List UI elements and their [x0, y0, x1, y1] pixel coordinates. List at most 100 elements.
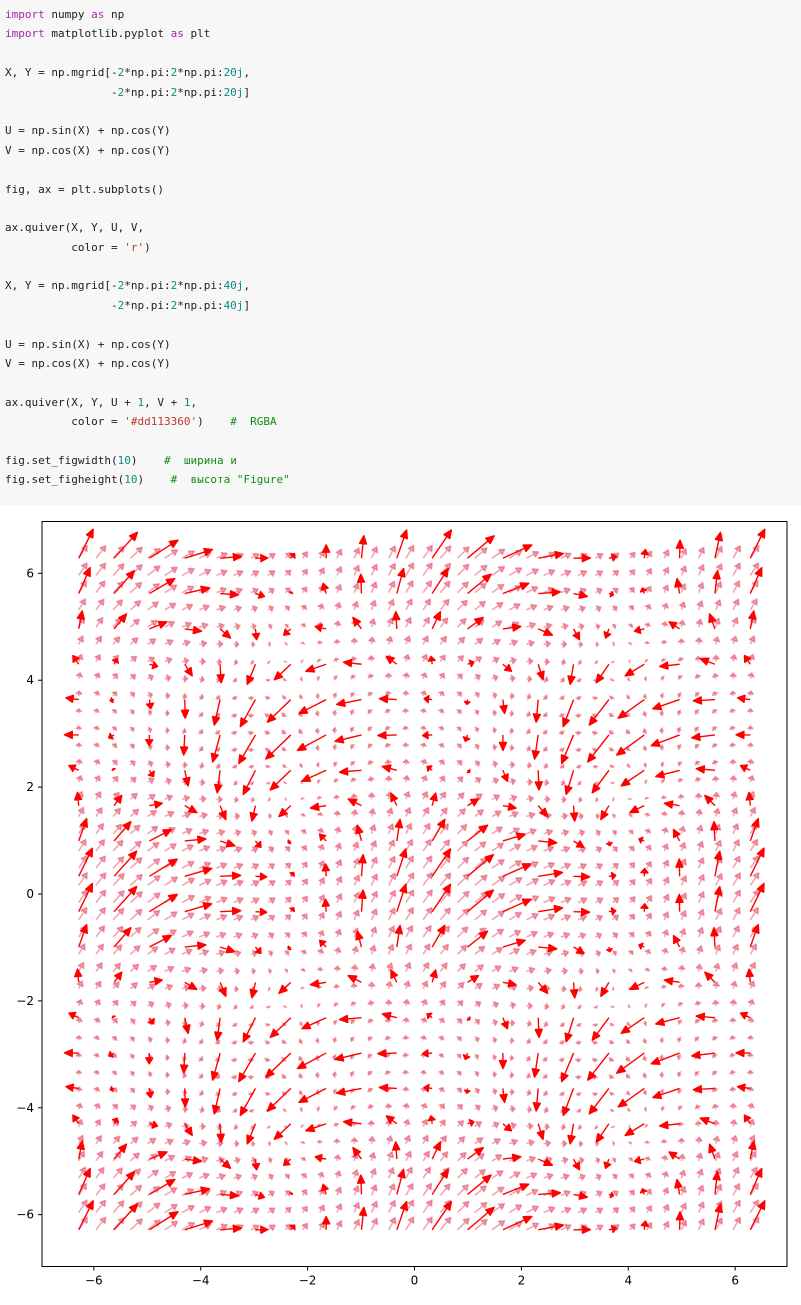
- quiver-arrow: [216, 696, 219, 699]
- quiver-arrow: [76, 691, 81, 696]
- quiver-arrow: [334, 658, 338, 661]
- quiver-arrow: [713, 1054, 717, 1057]
- quiver-arrow: [440, 618, 447, 627]
- quiver-arrow: [592, 1018, 609, 1041]
- quiver-arrow: [559, 730, 564, 734]
- code-token: ,: [190, 396, 197, 409]
- quiver-arrow: [148, 893, 160, 903]
- quiver-arrow: [368, 1055, 371, 1059]
- quiver-arrow: [96, 1152, 103, 1161]
- quiver-arrow: [403, 726, 408, 730]
- code-line: [5, 257, 801, 276]
- quiver-arrow: [526, 605, 536, 610]
- quiver-arrow: [457, 692, 461, 696]
- y-tick-label: −4: [16, 1101, 34, 1115]
- quiver-arrow: [457, 1072, 461, 1076]
- quiver-arrow: [319, 1205, 324, 1212]
- quiver-arrow: [251, 969, 255, 974]
- quiver-arrow: [595, 847, 601, 852]
- quiver-arrow: [423, 581, 431, 593]
- quiver-arrow: [344, 660, 362, 667]
- quiver-arrow: [267, 1088, 290, 1111]
- quiver-arrow: [568, 664, 575, 684]
- quiver-arrow: [635, 627, 645, 634]
- quiver-arrow: [492, 728, 496, 733]
- quiver-arrow: [645, 642, 649, 645]
- quiver-arrow: [352, 965, 358, 972]
- quiver-arrow: [714, 637, 720, 644]
- quiver-arrow: [113, 1000, 118, 1005]
- quiver-arrow: [113, 840, 123, 850]
- quiver-arrow: [265, 730, 270, 734]
- quiver-arrow: [509, 812, 518, 817]
- quiver-arrow: [578, 915, 586, 920]
- quiver-arrow: [353, 617, 362, 628]
- quiver-arrow: [662, 796, 666, 799]
- quiver-arrow: [301, 830, 305, 834]
- quiver-arrow: [234, 915, 243, 921]
- quiver-arrow: [468, 1120, 474, 1126]
- quiver-arrow: [432, 612, 440, 629]
- quiver-arrow: [457, 1019, 461, 1023]
- quiver-arrow: [318, 780, 320, 783]
- quiver-arrow: [613, 571, 619, 576]
- quiver-arrow: [249, 748, 254, 752]
- quiver-arrow: [421, 760, 427, 765]
- quiver-arrow: [565, 770, 573, 794]
- quiver-arrow: [560, 1092, 564, 1095]
- quiver-arrow: [713, 1019, 718, 1023]
- quiver-arrow: [423, 1184, 431, 1196]
- quiver-arrow: [148, 602, 159, 610]
- quiver-arrow: [182, 812, 191, 818]
- quiver-arrow: [301, 950, 305, 954]
- quiver-arrow: [318, 797, 322, 800]
- x-tick-label: 4: [624, 1274, 632, 1288]
- quiver-arrow: [336, 843, 342, 851]
- quiver-arrow: [492, 585, 504, 593]
- quiver-arrow: [369, 1137, 375, 1144]
- quiver-arrow: [183, 770, 190, 786]
- quiver-arrow: [731, 1120, 737, 1127]
- quiver-arrow: [421, 743, 426, 747]
- quiver-arrow: [678, 1072, 682, 1077]
- quiver-arrow: [185, 867, 212, 876]
- quiver-arrow: [662, 986, 666, 989]
- quiver-arrow: [699, 1219, 705, 1230]
- quiver-arrow: [610, 1092, 614, 1095]
- quiver-arrow: [389, 1201, 396, 1213]
- quiver-arrow: [748, 760, 754, 765]
- quiver-arrow: [662, 640, 667, 644]
- quiver-arrow: [283, 696, 286, 699]
- quiver-arrow: [69, 765, 79, 771]
- quiver-arrow: [646, 845, 651, 851]
- quiver-arrow: [251, 588, 258, 593]
- quiver-arrow: [613, 1208, 619, 1213]
- quiver-arrow: [149, 894, 177, 911]
- quiver-arrow: [79, 599, 86, 610]
- quiver-arrow: [630, 570, 635, 576]
- quiver-arrow: [165, 675, 171, 681]
- quiver-arrow: [300, 695, 303, 699]
- quiver-arrow: [593, 1023, 597, 1026]
- quiver-arrow: [300, 1022, 303, 1026]
- quiver-arrow: [403, 1071, 408, 1075]
- quiver-arrow: [96, 618, 103, 627]
- quiver-arrow: [66, 695, 79, 702]
- quiver-arrow: [509, 604, 520, 610]
- quiver-arrow: [681, 549, 686, 559]
- quiver-arrow: [406, 618, 411, 628]
- quiver-arrow: [730, 1087, 735, 1092]
- quiver-arrow: [699, 547, 705, 558]
- quiver-arrow: [321, 583, 328, 593]
- quiver-arrow: [646, 896, 651, 903]
- quiver-arrow: [112, 744, 116, 748]
- quiver-arrow: [283, 678, 286, 680]
- quiver-arrow: [368, 674, 373, 678]
- quiver-arrow: [285, 933, 289, 937]
- quiver-arrow: [475, 965, 484, 972]
- quiver-arrow: [561, 968, 567, 974]
- quiver-arrow: [302, 1223, 307, 1229]
- quiver-arrow: [576, 1040, 581, 1044]
- quiver-arrow: [319, 913, 324, 920]
